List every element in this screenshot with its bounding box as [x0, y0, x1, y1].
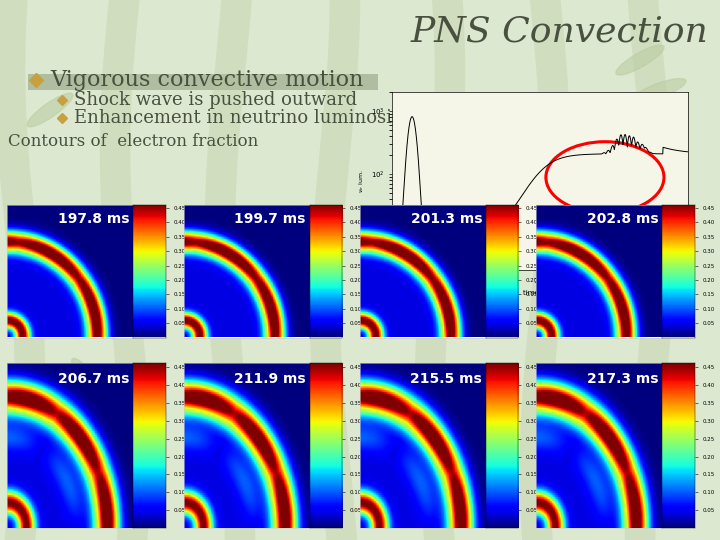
Ellipse shape [634, 78, 686, 102]
Text: 215.5 ms: 215.5 ms [410, 372, 482, 386]
X-axis label: time [ms]: time [ms] [523, 289, 557, 296]
Bar [28, 74, 378, 90]
Text: 199.7 ms: 199.7 ms [235, 212, 306, 226]
Text: Shock wave is pushed outward: Shock wave is pushed outward [74, 91, 357, 109]
Text: 211.9 ms: 211.9 ms [234, 372, 306, 386]
Text: 197.8 ms: 197.8 ms [58, 212, 130, 226]
Text: Enhancement in neutrino luminosity: Enhancement in neutrino luminosity [74, 109, 410, 127]
Text: Contours of  electron fraction: Contours of electron fraction [8, 133, 258, 150]
Ellipse shape [616, 45, 664, 75]
Y-axis label: $\nu_e$ lum.: $\nu_e$ lum. [356, 169, 366, 193]
Ellipse shape [71, 359, 109, 402]
Text: 217.3 ms: 217.3 ms [587, 372, 659, 386]
Ellipse shape [33, 392, 76, 428]
Text: 202.8 ms: 202.8 ms [587, 212, 659, 226]
Ellipse shape [27, 93, 73, 127]
Text: 201.3 ms: 201.3 ms [410, 212, 482, 226]
Ellipse shape [50, 427, 100, 453]
Text: PNS Convection: PNS Convection [410, 15, 708, 49]
Text: 206.7 ms: 206.7 ms [58, 372, 130, 386]
Text: Vigorous convective motion: Vigorous convective motion [50, 69, 364, 91]
